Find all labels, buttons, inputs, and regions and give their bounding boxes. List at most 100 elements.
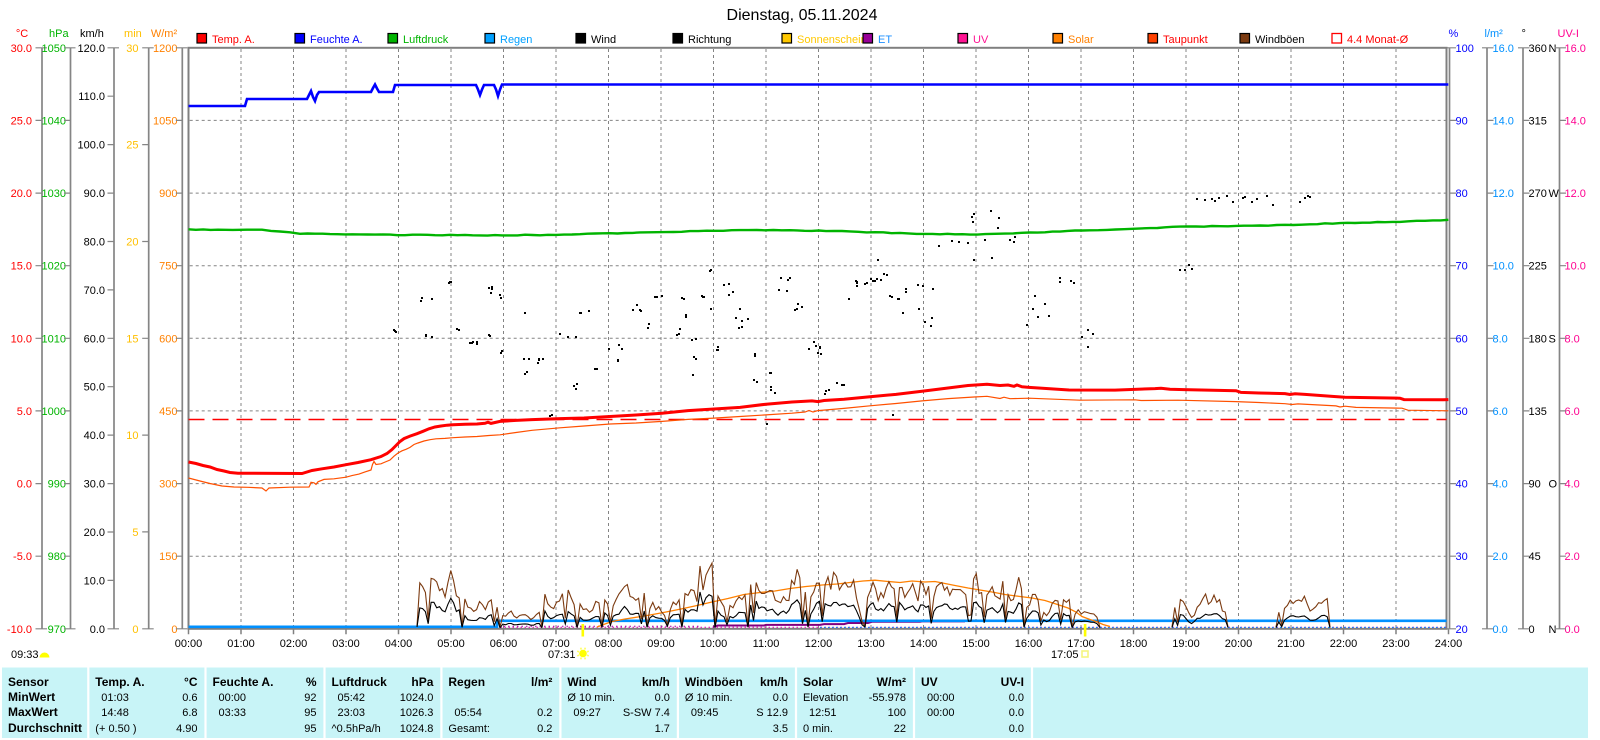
- svg-text:1026.3: 1026.3: [400, 707, 434, 719]
- svg-text:10:00: 10:00: [700, 638, 728, 650]
- svg-text:05:54: 05:54: [454, 707, 482, 719]
- svg-text:Luftdruck: Luftdruck: [403, 34, 449, 46]
- svg-text:02:00: 02:00: [280, 638, 308, 650]
- svg-text:09:27: 09:27: [573, 707, 601, 719]
- svg-text:15.0: 15.0: [11, 261, 32, 273]
- svg-text:14.0: 14.0: [1493, 115, 1514, 127]
- svg-text:12.0: 12.0: [1493, 188, 1514, 200]
- svg-text:17:00: 17:00: [1067, 638, 1095, 650]
- svg-text:min: min: [124, 28, 142, 40]
- svg-text:1.7: 1.7: [655, 723, 670, 735]
- svg-text:40: 40: [1456, 479, 1468, 491]
- svg-text:W: W: [1549, 188, 1560, 200]
- svg-text:Sensor: Sensor: [8, 675, 49, 689]
- svg-text:°C: °C: [16, 28, 28, 40]
- svg-text:980: 980: [48, 551, 66, 563]
- svg-text:-5.0: -5.0: [13, 551, 32, 563]
- svg-text:14.0: 14.0: [1565, 115, 1586, 127]
- svg-text:0.2: 0.2: [537, 707, 552, 719]
- svg-text:Solar: Solar: [803, 675, 833, 689]
- svg-text:16:00: 16:00: [1015, 638, 1043, 650]
- svg-text:N: N: [1549, 624, 1557, 636]
- svg-text:07:31: 07:31: [548, 649, 576, 661]
- svg-text:1050: 1050: [42, 43, 66, 55]
- svg-text:0.0: 0.0: [1493, 624, 1508, 636]
- svg-text:10.0: 10.0: [84, 575, 105, 587]
- svg-text:MaxWert: MaxWert: [8, 705, 58, 719]
- svg-text:0.2: 0.2: [537, 723, 552, 735]
- svg-text:Temp. A.: Temp. A.: [95, 675, 144, 689]
- svg-text:hPa: hPa: [411, 675, 433, 689]
- svg-text:1200: 1200: [153, 43, 177, 55]
- svg-text:-10.0: -10.0: [7, 624, 32, 636]
- svg-text:00:00: 00:00: [927, 707, 955, 719]
- svg-text:03:00: 03:00: [332, 638, 360, 650]
- svg-text:km/h: km/h: [760, 675, 788, 689]
- svg-text:Windböen: Windböen: [685, 675, 743, 689]
- svg-text:450: 450: [159, 406, 177, 418]
- svg-text:Regen: Regen: [500, 34, 532, 46]
- svg-text:%: %: [1449, 28, 1459, 40]
- svg-text:UV-I: UV-I: [1001, 675, 1024, 689]
- svg-text:0: 0: [1529, 624, 1535, 636]
- svg-text:19:00: 19:00: [1172, 638, 1200, 650]
- svg-text:4.0: 4.0: [1493, 479, 1508, 491]
- svg-text:750: 750: [159, 261, 177, 273]
- svg-text:80: 80: [1456, 188, 1468, 200]
- svg-text:100.0: 100.0: [77, 140, 105, 152]
- svg-text:60: 60: [1456, 333, 1468, 345]
- svg-text:Ø 10 min.: Ø 10 min.: [685, 692, 733, 704]
- svg-text:20.0: 20.0: [11, 188, 32, 200]
- svg-text:10.0: 10.0: [1493, 261, 1514, 273]
- svg-text:UV-I: UV-I: [1558, 28, 1579, 40]
- svg-text:22: 22: [894, 723, 906, 735]
- svg-text:01:03: 01:03: [101, 692, 129, 704]
- svg-text:2.0: 2.0: [1493, 551, 1508, 563]
- svg-text:1000: 1000: [42, 406, 66, 418]
- svg-text:01:00: 01:00: [227, 638, 255, 650]
- svg-text:80.0: 80.0: [84, 237, 105, 249]
- svg-text:970: 970: [48, 624, 66, 636]
- svg-text:8.0: 8.0: [1493, 333, 1508, 345]
- svg-text:km/h: km/h: [642, 675, 670, 689]
- svg-text:07:00: 07:00: [542, 638, 570, 650]
- svg-text:W/m²: W/m²: [151, 28, 178, 40]
- svg-text:900: 900: [159, 188, 177, 200]
- svg-text:km/h: km/h: [80, 28, 104, 40]
- svg-text:l/m²: l/m²: [531, 675, 552, 689]
- svg-text:Luftdruck: Luftdruck: [332, 675, 388, 689]
- svg-text:Ø 10 min.: Ø 10 min.: [567, 692, 615, 704]
- svg-text:Taupunkt: Taupunkt: [1163, 34, 1208, 46]
- svg-text:0.0: 0.0: [1009, 692, 1024, 704]
- svg-text:120.0: 120.0: [77, 43, 105, 55]
- svg-text:15: 15: [126, 333, 138, 345]
- svg-text:5.0: 5.0: [17, 406, 32, 418]
- svg-text:1030: 1030: [42, 188, 66, 200]
- svg-text:100: 100: [1456, 43, 1474, 55]
- svg-text:50.0: 50.0: [84, 382, 105, 394]
- svg-text:S 12.9: S 12.9: [756, 707, 788, 719]
- svg-text:45: 45: [1529, 551, 1541, 563]
- svg-text:03:33: 03:33: [219, 707, 247, 719]
- svg-text:12.0: 12.0: [1565, 188, 1586, 200]
- svg-text:-55.978: -55.978: [869, 692, 906, 704]
- svg-text:hPa: hPa: [49, 28, 69, 40]
- svg-text:360: 360: [1529, 43, 1547, 55]
- svg-text:Windböen: Windböen: [1255, 34, 1305, 46]
- svg-text:Temp. A.: Temp. A.: [212, 34, 255, 46]
- svg-text:14:00: 14:00: [910, 638, 938, 650]
- svg-text:N: N: [1549, 43, 1557, 55]
- svg-text:09:33: 09:33: [11, 649, 39, 661]
- svg-text:25.0: 25.0: [11, 115, 32, 127]
- svg-text:600: 600: [159, 333, 177, 345]
- svg-text:°: °: [1522, 28, 1526, 40]
- svg-text:Gesamt:: Gesamt:: [448, 723, 490, 735]
- svg-text:22:00: 22:00: [1330, 638, 1358, 650]
- svg-text:0: 0: [132, 624, 138, 636]
- svg-text:Richtung: Richtung: [688, 34, 731, 46]
- svg-text:S-SW 7.4: S-SW 7.4: [623, 707, 670, 719]
- svg-text:23:03: 23:03: [338, 707, 366, 719]
- svg-text:10: 10: [126, 430, 138, 442]
- svg-text:135: 135: [1529, 406, 1547, 418]
- svg-text:Wind: Wind: [567, 675, 596, 689]
